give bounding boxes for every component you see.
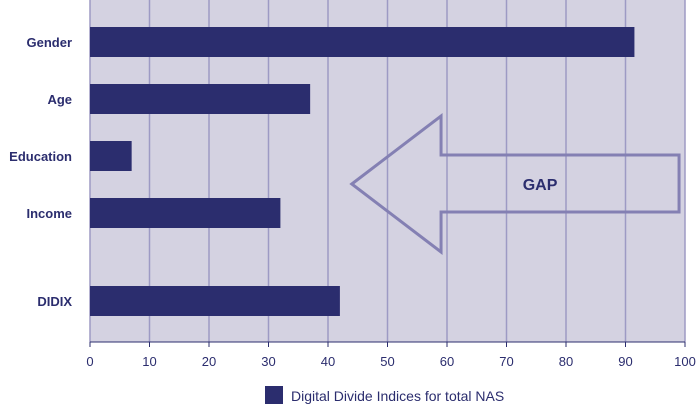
bars	[90, 27, 635, 316]
bar-education	[90, 141, 132, 171]
x-tick-label-50: 50	[380, 354, 394, 369]
x-tick-label-80: 80	[559, 354, 573, 369]
x-tick-label-90: 90	[618, 354, 632, 369]
bar-gender	[90, 27, 635, 57]
x-tick-label-10: 10	[142, 354, 156, 369]
x-tick-label-20: 20	[202, 354, 216, 369]
gap-annotation: GAP	[349, 112, 681, 256]
category-label-didix: DIDIX	[37, 294, 72, 309]
legend: Digital Divide Indices for total NAS	[265, 386, 504, 404]
gap-arrow	[349, 112, 681, 256]
x-tick-label-70: 70	[499, 354, 513, 369]
x-tick-label-30: 30	[261, 354, 275, 369]
x-axis: 0 10 20 30 40 50 60 70 80 90 100	[86, 341, 696, 369]
category-label-gender: Gender	[26, 35, 72, 50]
x-tick-label-60: 60	[440, 354, 454, 369]
x-tick-label-40: 40	[321, 354, 335, 369]
legend-label: Digital Divide Indices for total NAS	[291, 388, 504, 404]
category-label-age: Age	[47, 92, 72, 107]
legend-swatch	[265, 386, 283, 404]
category-label-education: Education	[9, 149, 72, 164]
x-tick-label-100: 100	[674, 354, 696, 369]
bar-age	[90, 84, 311, 114]
category-label-income: Income	[26, 206, 72, 221]
bar-didix	[90, 286, 340, 316]
category-labels: Gender Age Education Income DIDIX	[9, 35, 72, 309]
gap-label: GAP	[523, 177, 558, 194]
bar-income	[90, 198, 281, 228]
x-tick-label-0: 0	[86, 354, 93, 369]
